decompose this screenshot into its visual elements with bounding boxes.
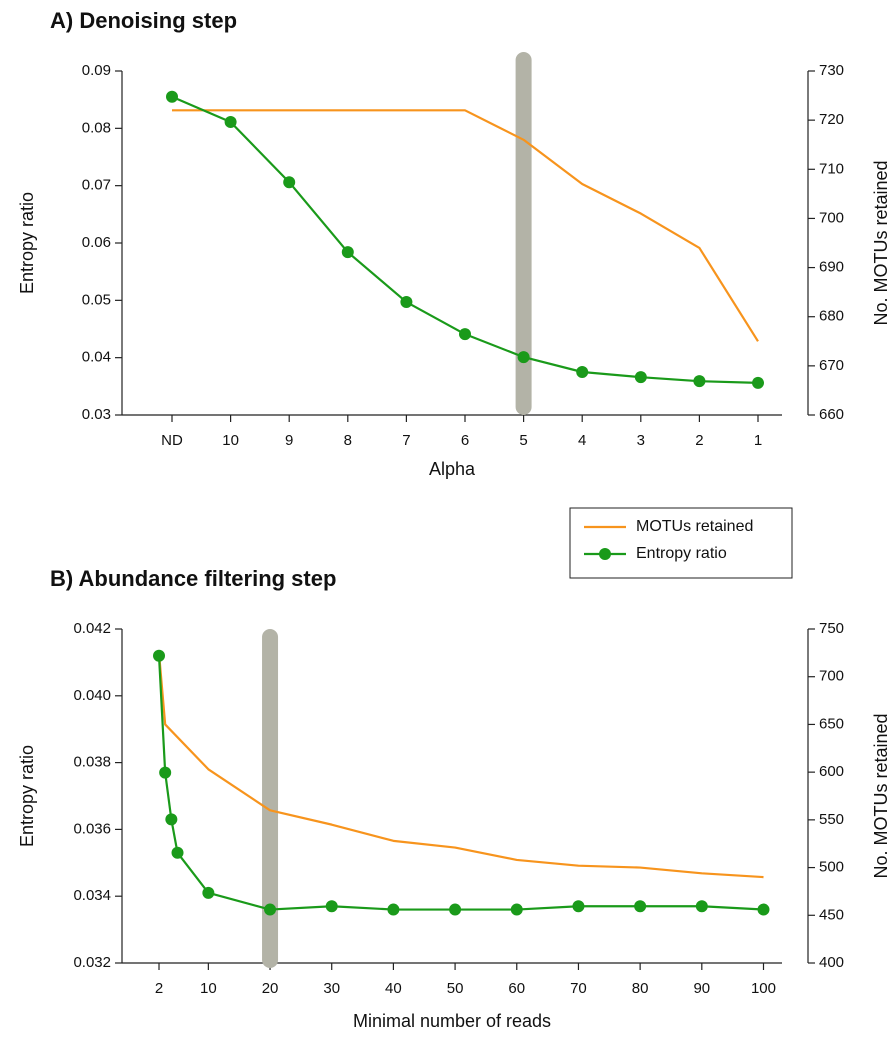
y2-tick-label: 650 [819,715,844,732]
x-tick-label: 20 [262,980,279,997]
y2-tick-label: 690 [819,259,844,276]
series-marker [695,900,708,913]
y2-tick-label: 710 [819,160,844,177]
y-tick-label: 0.038 [73,754,111,771]
series-marker [202,886,215,899]
y-axis-title: Entropy ratio [17,745,37,847]
x-tick-label: ND [161,432,183,449]
x-tick-label: 4 [578,432,586,449]
series-marker [572,900,585,913]
legend-label: Entropy ratio [636,545,727,562]
series-marker [517,351,530,364]
y2-tick-label: 450 [819,906,844,923]
y2-axis-title: No. MOTUs retained [871,160,891,325]
y-tick-label: 0.034 [73,887,111,904]
y2-tick-label: 680 [819,308,844,325]
series-marker [634,371,647,384]
x-tick-label: 50 [447,980,464,997]
panel-title: A) Denoising step [50,8,237,33]
y-tick-label: 0.08 [82,119,111,136]
x-tick-label: 8 [344,432,352,449]
series-marker [459,328,471,341]
series-marker [325,900,338,913]
legend-box [569,507,793,579]
x-tick-label: 10 [200,980,217,997]
y2-tick-label: 720 [819,111,844,128]
y2-tick-label: 700 [819,209,844,226]
x-tick-label: 100 [751,980,776,997]
x-tick-label: 70 [570,980,587,997]
y-tick-label: 0.05 [82,291,111,308]
y2-tick-label: 660 [819,406,844,423]
x-tick-label: 9 [285,432,293,449]
x-tick-label: 6 [461,432,469,449]
y2-tick-label: 550 [819,811,844,828]
y-tick-label: 0.03 [82,406,111,423]
series-marker [166,90,178,103]
x-tick-label: 10 [222,432,239,449]
x-axis-title: Minimal number of reads [353,1011,551,1031]
x-tick-label: 2 [155,980,163,997]
y2-tick-label: 600 [819,763,844,780]
x-tick-label: 60 [508,980,525,997]
y2-tick-label: 400 [819,954,844,971]
y-tick-label: 0.07 [82,177,111,194]
series-marker [387,903,400,916]
legend-marker [599,548,611,560]
series-marker [153,649,166,662]
x-tick-label: 1 [754,432,762,449]
x-axis-title: Alpha [429,459,476,479]
series-marker [752,376,764,389]
series-marker [634,900,647,913]
panel-title: B) Abundance filtering step [50,566,336,591]
y2-tick-label: 670 [819,357,844,374]
series-marker [341,246,354,259]
x-tick-label: 2 [695,432,703,449]
y2-tick-label: 730 [819,62,844,79]
series-marker [159,766,172,779]
y-tick-label: 0.04 [82,349,111,366]
series-marker [171,846,184,859]
x-tick-label: 7 [402,432,410,449]
series-marker [283,176,296,189]
series-marker [693,375,706,388]
y2-tick-label: 700 [819,668,844,685]
y2-axis-title: No. MOTUs retained [871,713,891,878]
series-marker [576,366,589,378]
legend: MOTUs retained Entropy ratio [569,507,793,579]
series-marker [224,116,237,129]
series-line [172,109,759,342]
series-marker [449,903,462,916]
y2-tick-label: 750 [819,620,844,637]
y-tick-label: 0.09 [82,62,111,79]
series-marker [757,903,770,916]
y-tick-label: 0.032 [73,954,111,971]
y-tick-label: 0.036 [73,820,111,837]
series-marker [264,903,277,916]
y-tick-label: 0.042 [73,620,111,637]
x-tick-label: 30 [323,980,340,997]
y-tick-label: 0.06 [82,234,111,251]
series-marker [165,813,178,826]
series-line [157,652,764,879]
x-tick-label: 90 [693,980,710,997]
y-axis-title: Entropy ratio [17,192,37,294]
x-tick-label: 40 [385,980,402,997]
x-tick-label: 80 [632,980,649,997]
x-tick-label: 5 [519,432,527,449]
x-tick-label: 3 [637,432,645,449]
y2-tick-label: 500 [819,859,844,876]
y-tick-label: 0.040 [73,687,111,704]
legend-label: MOTUs retained [636,518,753,535]
series-marker [510,903,523,916]
series-marker [400,296,413,309]
